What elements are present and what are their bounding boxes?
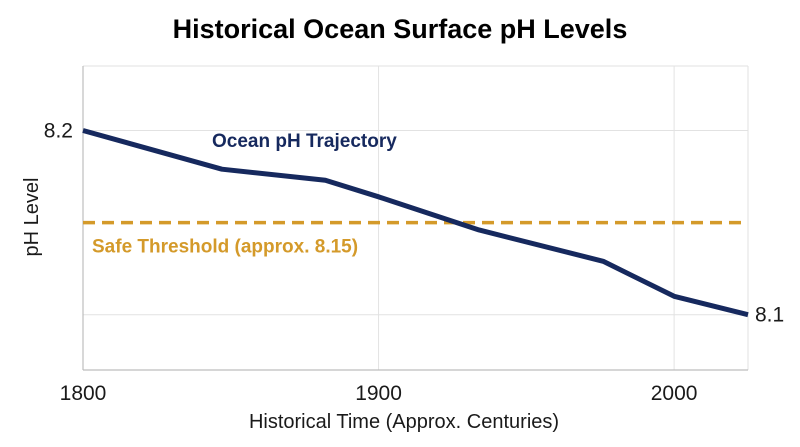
data-label: 8.2 — [44, 119, 73, 142]
threshold-label: Safe Threshold (approx. 8.15) — [92, 237, 358, 258]
plot-frame — [82, 65, 748, 371]
chart-title: Historical Ocean Surface pH Levels — [173, 14, 628, 44]
x-tick-label: 2000 — [651, 382, 698, 405]
grid — [83, 66, 749, 370]
trajectory-line — [82, 128, 749, 318]
x-tick-label: 1800 — [60, 382, 107, 405]
data-label: 8.1 — [755, 304, 784, 327]
x-axis-label: Historical Time (Approx. Centuries) — [249, 411, 559, 433]
tick-labels: 1800 1900 2000 — [60, 382, 698, 405]
y-axis-label: pH Level — [21, 178, 43, 257]
trajectory-label: Ocean pH Trajectory — [212, 131, 397, 152]
series-group: Ocean pH Trajectory — [82, 128, 749, 318]
reference-lines: Safe Threshold (approx. 8.15) — [83, 220, 748, 258]
data-labels: 8.2 8.1 — [44, 119, 784, 326]
x-tick-label: 1900 — [355, 382, 402, 405]
